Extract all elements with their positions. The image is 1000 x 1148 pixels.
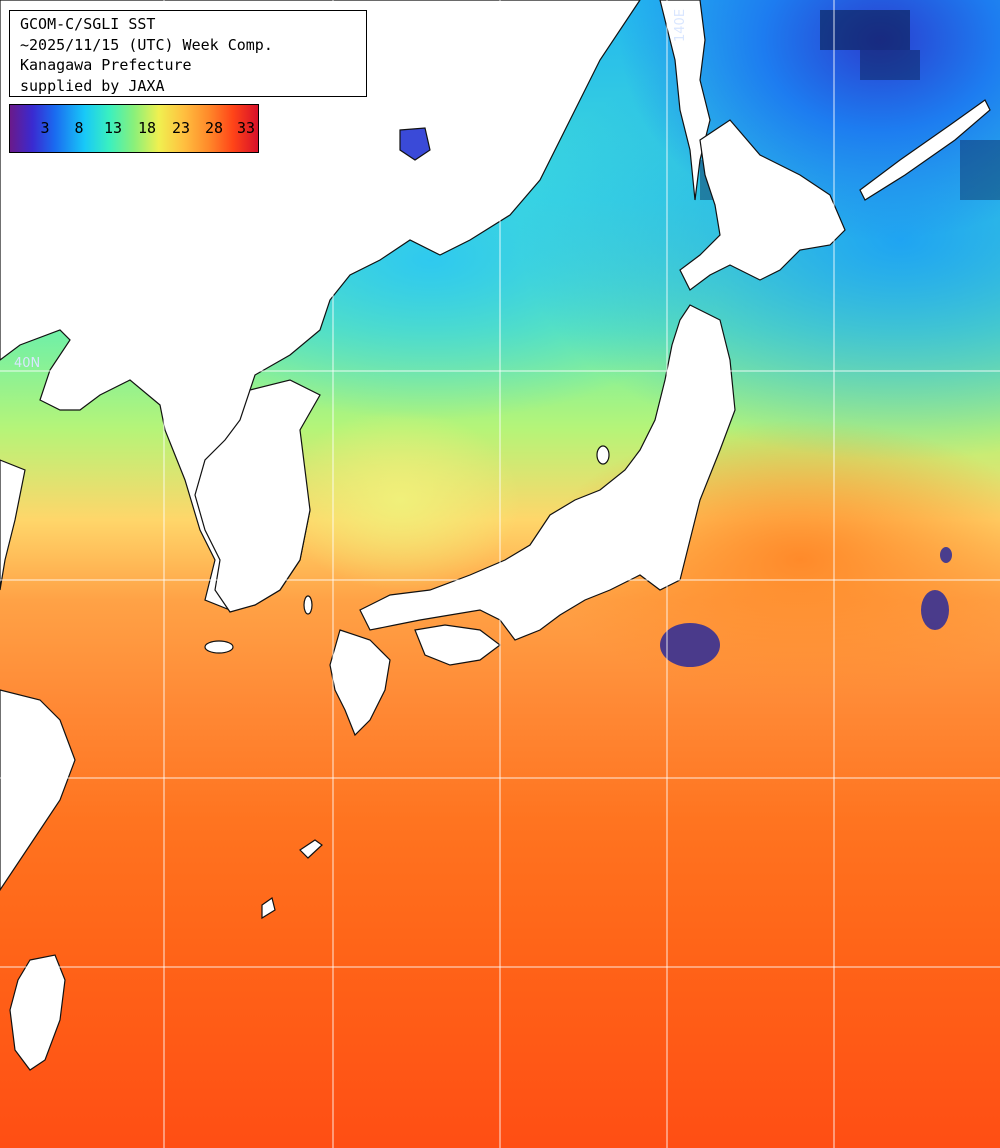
title-line-date: ~2025/11/15 (UTC) Week Comp. [20, 35, 273, 54]
okinawa [299, 839, 323, 859]
kuril-islands [859, 99, 991, 201]
jeju-island [204, 640, 234, 654]
colorbar-tick: 23 [171, 119, 191, 137]
title-line-product: GCOM-C/SGLI SST [20, 15, 156, 33]
longitude-label: 140E [673, 9, 688, 42]
hokkaido [679, 119, 846, 291]
kyushu [329, 629, 391, 737]
colorbar-tick: 28 [204, 119, 224, 137]
china-east-coast [0, 689, 76, 892]
korean-peninsula [194, 379, 321, 613]
title-line-credit: supplied by JAXA [20, 76, 165, 95]
taiwan [9, 954, 66, 1071]
sado-island [596, 445, 610, 465]
colorbar-tick: 33 [236, 119, 256, 137]
temperature-colorbar: 3 8 13 18 23 28 33 [9, 104, 259, 153]
colorbar-tick: 3 [40, 119, 50, 137]
map-title-box: GCOM-C/SGLI SST ~2025/11/15 (UTC) Week C… [9, 10, 367, 97]
latitude-label: 40N [14, 356, 40, 371]
colorbar-tick: 13 [103, 119, 123, 137]
shikoku [414, 624, 501, 666]
sakhalin [659, 0, 711, 201]
china-coast [0, 459, 26, 591]
colorbar-tick: 8 [74, 119, 84, 137]
honshu [359, 304, 736, 641]
title-line-region: Kanagawa Prefecture [20, 56, 192, 74]
cold-eddy-patches [660, 547, 952, 667]
land-masses [0, 0, 991, 1071]
colorbar-tick: 18 [137, 119, 157, 137]
